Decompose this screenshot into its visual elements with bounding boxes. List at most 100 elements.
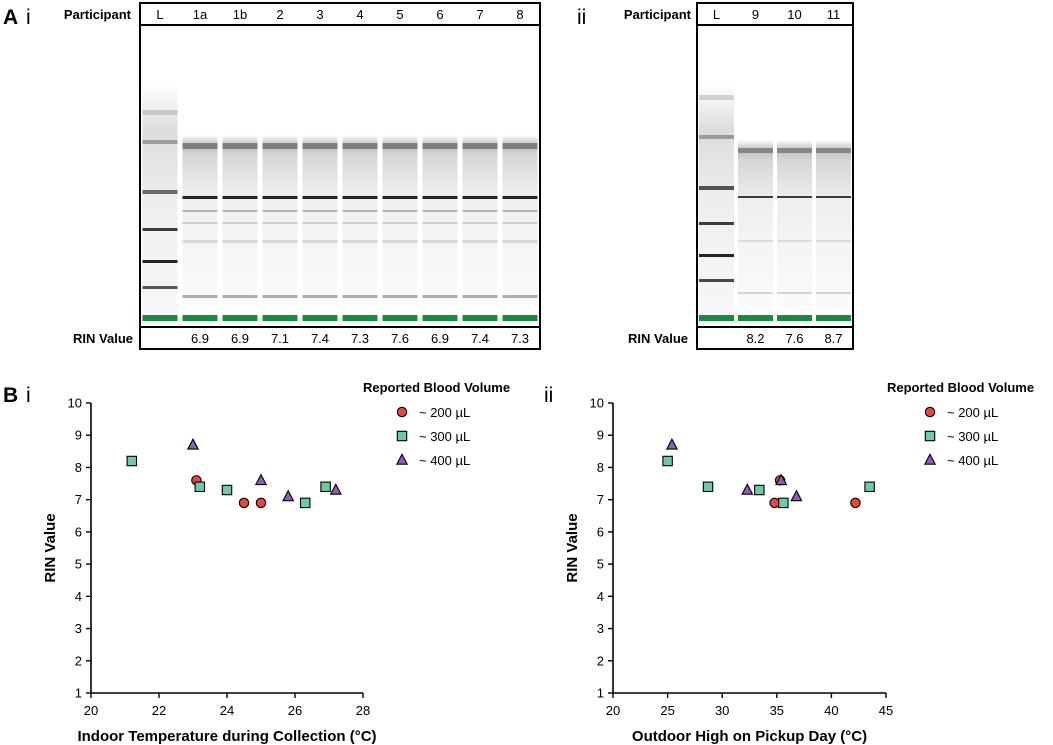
lane-label: 7 [476,7,483,22]
sample-smear [462,135,498,305]
sample-smear [738,140,773,310]
rna-band [816,292,851,294]
rin-value: 6.9 [431,331,449,346]
legend-label: ~ 300 µL [419,429,470,444]
y-tick-label: 1 [75,686,82,701]
rna-band [462,210,498,212]
x-tick-label: 35 [770,703,784,718]
marker-band [738,315,773,321]
rna-band [462,240,498,243]
rna-band [302,222,338,224]
rna-band [222,295,258,298]
sample-lane [462,135,498,321]
rin-value: 7.3 [351,331,369,346]
gel-panel-ii: Participant RIN Value L 9 10 11 8.2 7.6 8.7 [624,2,854,350]
data-point [186,438,200,450]
panel-label-b-ii: ii [544,384,553,407]
y-tick-label: 6 [75,524,82,539]
data-point [194,481,206,493]
rna-band [738,148,773,153]
rna-band [182,222,218,224]
y-tick-label: 5 [75,557,82,572]
sample-lane [222,135,258,321]
rna-band [182,196,218,199]
marker-band [182,315,218,321]
rna-band [342,196,378,199]
rna-band [382,295,418,298]
rna-band [462,196,498,199]
legend-marker [395,453,409,465]
rna-band [502,210,538,212]
legend-marker [396,430,408,442]
rna-band [502,240,538,243]
data-point [238,497,250,509]
rin-value: 6.9 [231,331,249,346]
y-axis-label: RIN Value [42,513,59,582]
y-tick-label: 2 [75,653,82,668]
sample-smear [262,135,298,305]
lane-label: 5 [396,7,403,22]
y-tick-label: 7 [75,492,82,507]
ladder-lane [142,85,178,321]
ladder-band [699,186,734,190]
ladder-band [142,110,178,115]
rna-band [262,240,298,243]
gel-panel-i: Participant RIN Value L 1a 1b 2 3 4 5 6 7 8 6.9 6.… [64,2,541,350]
marker-band [462,315,498,321]
ladder-band [142,228,178,231]
rna-band [262,222,298,224]
lane-label: 11 [827,7,841,22]
x-tick-label: 30 [715,703,729,718]
rna-band [342,240,378,243]
data-point [662,455,673,467]
lane-label: 4 [356,7,363,22]
rin-value-label: RIN Value [73,331,133,346]
lane-label: 2 [276,7,283,22]
rna-band [382,210,418,212]
y-tick-label: 8 [75,460,82,475]
sample-smear [382,135,418,305]
rin-value: 6.9 [191,331,209,346]
rna-band [422,210,458,212]
rna-band [502,196,538,199]
rin-value: 7.6 [785,331,803,346]
data-point [254,473,268,486]
y-tick-label: 6 [597,524,604,539]
legend-label: ~ 200 µL [419,405,470,420]
rna-band [738,196,773,198]
lane-label: 9 [752,7,759,22]
rna-band [382,196,418,199]
participant-label: Participant [624,7,692,22]
rna-band [302,143,338,149]
ladder-band [699,95,734,100]
rna-band [816,196,851,198]
ladder-band [142,286,178,289]
rna-band [182,210,218,212]
data-point [282,489,295,502]
marker-band [142,315,178,321]
rna-band [262,196,298,199]
rna-band [816,148,851,153]
panel-label-b-i: i [26,384,31,407]
data-point [850,497,861,509]
sample-lane [182,135,218,321]
rna-band [182,295,218,298]
x-tick-label: 28 [356,703,370,718]
legend-label: ~ 400 µL [947,453,998,468]
x-tick-label: 40 [824,703,838,718]
marker-band [342,315,378,321]
rin-value: 7.4 [471,331,489,346]
marker-band [382,315,418,321]
rna-band [777,292,812,294]
y-axis-label: RIN Value [564,513,581,582]
sample-lane [816,140,851,321]
y-tick-label: 2 [597,653,604,668]
rna-band [342,143,378,149]
panel-label-a-i: i [26,6,31,29]
ladder-band [699,254,734,257]
sample-smear [342,135,378,305]
rna-band [262,210,298,212]
y-tick-label: 10 [590,396,604,411]
